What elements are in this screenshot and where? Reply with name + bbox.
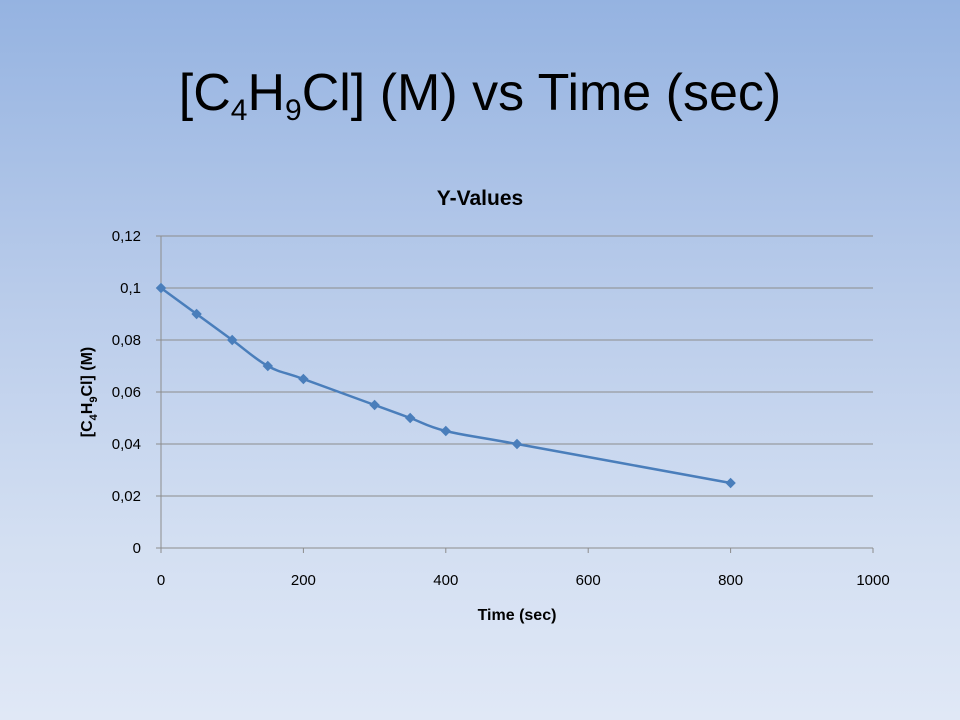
data-point bbox=[404, 412, 416, 424]
x-tick-label: 400 bbox=[433, 572, 458, 589]
y-axis-title: [C4H9Cl] (M) bbox=[79, 347, 100, 437]
series-layer bbox=[155, 282, 736, 489]
y-axis-title-subscript: 4 bbox=[88, 413, 100, 420]
data-point bbox=[262, 360, 274, 372]
data-point bbox=[725, 477, 736, 489]
title-text: H bbox=[247, 64, 286, 122]
slide-title: [C4H9Cl] (M) vs Time (sec) bbox=[0, 58, 960, 128]
data-point bbox=[155, 282, 167, 294]
axes bbox=[156, 235, 874, 553]
title-subscript: 4 bbox=[230, 94, 248, 127]
y-tick-label: 0,12 bbox=[112, 228, 141, 245]
x-axis-title: Time (sec) bbox=[478, 607, 557, 624]
y-tick-label: 0,06 bbox=[112, 384, 141, 401]
y-tick-label: 0,04 bbox=[112, 436, 141, 453]
title-subscript: 9 bbox=[285, 94, 302, 127]
y-axis-title-subscript: 9 bbox=[88, 397, 100, 403]
x-tick-label: 600 bbox=[576, 572, 601, 589]
y-tick-label: 0,08 bbox=[112, 332, 141, 349]
y-tick-label: 0,02 bbox=[112, 488, 141, 505]
data-point bbox=[440, 425, 452, 437]
y-axis-ticks: 0 0,02 0,04 0,06 0,08 0,1 0,12 bbox=[112, 228, 141, 557]
data-point bbox=[191, 308, 202, 320]
chart-title: Y-Values bbox=[437, 187, 523, 210]
data-point bbox=[226, 334, 238, 346]
y-tick-label: 0 bbox=[133, 540, 141, 557]
y-axis-title-text: Cl] (M) bbox=[79, 347, 96, 397]
title-text: [C bbox=[178, 64, 231, 122]
x-tick-label: 1000 bbox=[856, 572, 889, 589]
data-point bbox=[369, 399, 380, 411]
x-tick-label: 0 bbox=[157, 572, 165, 589]
y-axis-title-text: H bbox=[79, 403, 96, 415]
data-point bbox=[511, 438, 523, 450]
series-line bbox=[160, 286, 731, 485]
y-tick-label: 0,1 bbox=[120, 280, 141, 297]
title-text: Cl] (M) vs Time (sec) bbox=[301, 64, 782, 122]
x-tick-label: 200 bbox=[291, 572, 316, 589]
y-axis-title-text: [C bbox=[79, 420, 96, 437]
x-tick-label: 800 bbox=[718, 572, 743, 589]
x-axis-ticks: 0 200 400 600 800 1000 bbox=[157, 572, 890, 589]
data-point bbox=[298, 373, 309, 385]
